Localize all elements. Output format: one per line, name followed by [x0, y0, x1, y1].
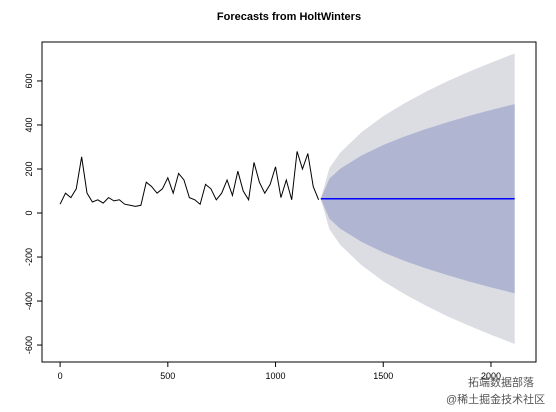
x-tick-label: 2000: [481, 371, 501, 381]
y-tick-label: -200: [24, 248, 34, 266]
y-tick-label: 0: [24, 210, 34, 215]
history-line: [59, 151, 320, 207]
y-tick-label: -600: [24, 336, 34, 354]
chart-title: Forecasts from HoltWinters: [217, 11, 361, 23]
watermark: @稀土掘金技术社区: [446, 392, 545, 406]
y-tick-label: 600: [24, 73, 34, 88]
x-tick-label: 1000: [266, 371, 286, 381]
watermark: 拓端数据部落: [468, 375, 534, 389]
x-tick-label: 500: [160, 371, 175, 381]
x-tick-label: 0: [58, 371, 63, 381]
y-tick-label: -400: [24, 292, 34, 310]
y-tick-label: 200: [24, 161, 34, 176]
x-tick-label: 1500: [373, 371, 393, 381]
plot-frame: [41, 41, 537, 363]
y-tick-label: 400: [24, 117, 34, 132]
